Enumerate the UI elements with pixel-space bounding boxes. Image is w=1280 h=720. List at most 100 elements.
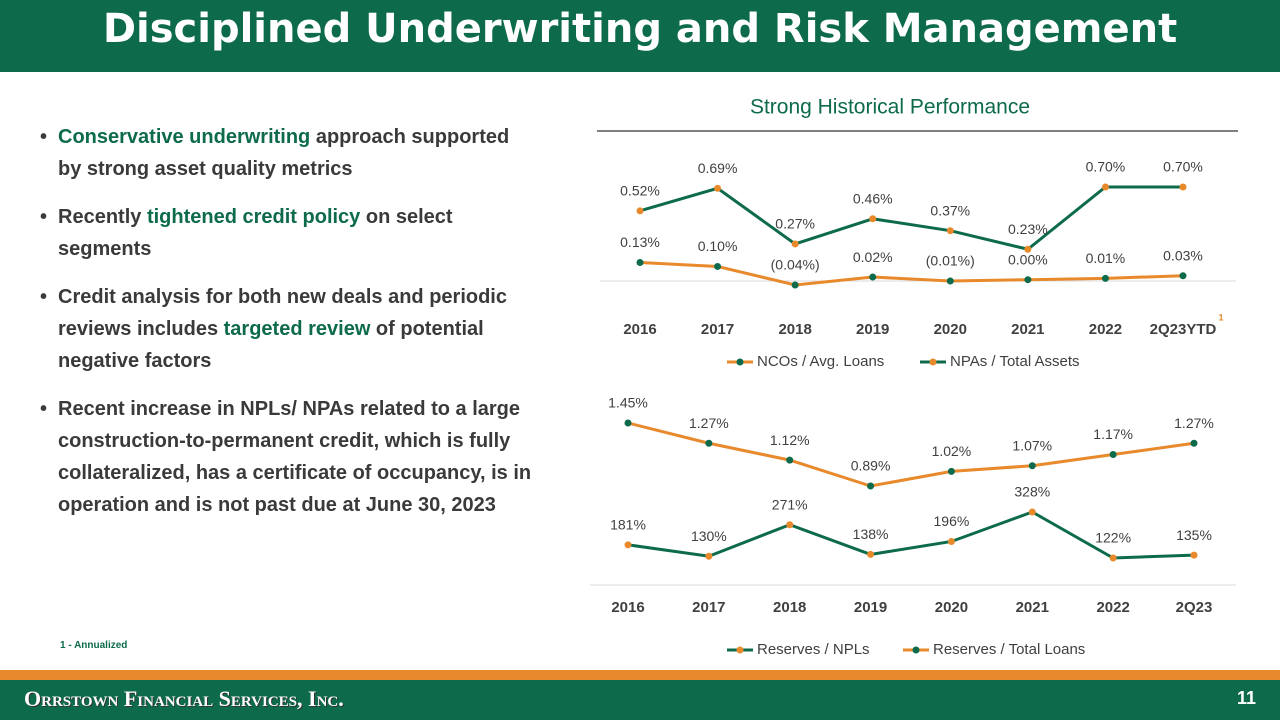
data-point [714,184,722,192]
x-tick-label: 2021 [1016,599,1049,616]
data-point [705,439,713,447]
company-name: Orrstown Financial Services, Inc. [24,686,344,711]
bullet-text: on select segments [58,206,453,260]
x-tick-label: 2Q23 [1176,599,1213,616]
data-label: 1.17% [1093,426,1133,442]
data-point [947,537,955,545]
data-label: 130% [691,528,727,544]
data-label: 271% [772,496,808,512]
data-point [791,281,799,289]
data-point [1024,276,1032,284]
legend-marker [736,358,744,366]
data-label: 0.52% [620,183,660,199]
data-label: 138% [853,526,889,542]
bullet-text: of potential negative factors [58,318,484,372]
data-point [867,550,875,558]
data-label: 196% [934,513,970,529]
x-tick-label: 2018 [773,599,806,616]
data-point [869,273,877,281]
data-point [1028,508,1036,516]
data-label: 135% [1176,527,1212,543]
x-tick-label: 2Q23YTD [1150,321,1217,338]
data-label: 1.27% [689,415,729,431]
data-point [624,541,632,549]
data-point [867,482,875,490]
data-label: 0.70% [1163,159,1203,175]
legend-label: NPAs / Total Assets [950,353,1080,370]
data-label: 1.12% [770,432,810,448]
chart-title: Strong Historical Performance [750,96,1030,119]
data-point [1179,272,1187,280]
data-point [1190,439,1198,447]
data-label: 0.00% [1008,251,1048,267]
data-point [714,262,722,270]
series-line [639,185,1183,251]
data-point [705,552,713,560]
series-line [627,421,1195,488]
data-label: 1.02% [932,443,972,459]
x-tick-label: 2016 [623,321,656,338]
x-tick-label: 2020 [934,321,967,338]
footer-band [0,680,1280,720]
data-point [624,419,632,427]
data-point [1024,245,1032,253]
data-point [947,467,955,475]
x-tick-label: 2022 [1089,321,1122,338]
x-tick-label: 2020 [935,599,968,616]
data-point [636,258,644,266]
x-tick-label: 2016 [611,599,644,616]
data-point [1109,451,1117,458]
data-label: 328% [1014,484,1050,500]
legend-label: Reserves / Total Loans [933,641,1085,658]
data-label: 0.01% [1086,250,1126,266]
bullet: Conservative underwriting approach suppo… [38,121,538,185]
x-tick-label: 2017 [701,321,734,338]
legend-marker [736,646,744,654]
data-point [1190,551,1198,559]
series-line [639,260,1184,287]
data-label: 0.89% [851,458,891,474]
data-label: 122% [1095,530,1131,546]
bullet: Credit analysis for both new deals and p… [38,281,538,377]
data-point [946,227,954,235]
data-point [1028,462,1036,470]
data-label: 0.27% [775,216,815,232]
data-point [869,215,877,223]
slide-title: Disciplined Underwriting and Risk Manage… [102,6,1178,52]
data-label: 0.69% [698,160,738,176]
data-label: (0.04%) [771,257,820,273]
bullet-text: approach supported by strong asset quali… [58,126,510,180]
legend-label: NCOs / Avg. Loans [757,353,884,370]
data-label: 0.23% [1008,221,1048,237]
legend-label: Reserves / NPLs [757,641,870,658]
data-label: 0.13% [620,234,660,250]
bullet: Recent increase in NPLs/ NPAs related to… [38,393,538,521]
data-label: (0.01%) [926,253,975,269]
footer-stripe [0,670,1280,680]
data-point [1101,183,1109,191]
data-point [1101,274,1109,282]
data-label: 1.07% [1012,437,1052,453]
x-tick-label: 2019 [854,599,887,616]
bullet: Recently tightened credit policy on sele… [38,201,538,265]
data-label: 0.37% [930,202,970,218]
x-tick-label: 2019 [856,321,889,338]
bullet-text: Credit analysis for both new deals and p… [58,286,507,340]
x-tick-label: 2018 [778,321,811,338]
series-line [627,510,1195,560]
data-point [786,521,794,529]
data-label: 0.70% [1086,159,1126,175]
data-label: 181% [610,517,646,533]
data-label: 0.46% [853,190,893,206]
data-point [1109,554,1117,562]
data-label: 0.03% [1163,247,1203,263]
x-tick-label: 2017 [692,599,725,616]
page-number: 11 [1236,688,1256,708]
emphasis-text: tightened credit policy [146,206,361,228]
data-label: 1.45% [608,395,648,411]
data-label: 1.27% [1174,415,1214,431]
data-point [791,240,799,248]
data-point [946,277,954,285]
